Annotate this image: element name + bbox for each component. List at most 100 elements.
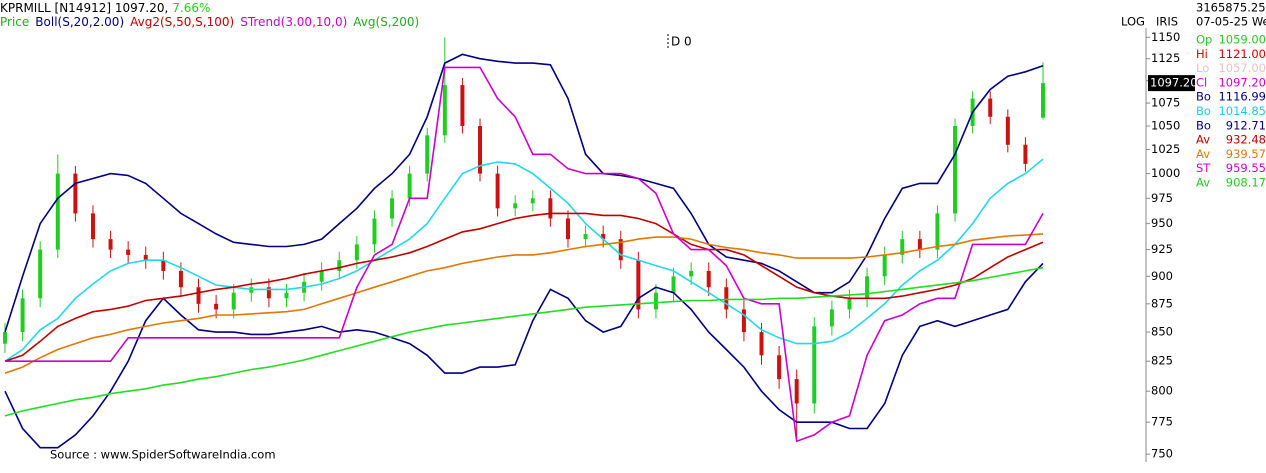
y-tick-label: 1150: [1151, 30, 1180, 44]
readout-value: 1097.20: [1218, 75, 1266, 89]
legend: Price Boll(S,20,2.00) Avg2(S,50,S,100) STre…: [0, 15, 419, 29]
legend-item: Avg(S,200): [353, 15, 419, 29]
readout-value: 932.48: [1226, 133, 1266, 147]
legend-item: STrend(3.00,10,0): [240, 15, 347, 29]
candle-body: [407, 173, 412, 199]
candle-body: [214, 303, 219, 310]
candle-body: [178, 270, 183, 288]
legend-item: Boll(S,20,2.00): [35, 15, 124, 29]
candle-body: [513, 203, 518, 209]
candle-body: [829, 309, 834, 327]
candle-body: [601, 233, 606, 240]
readout-label: Lo: [1196, 61, 1209, 75]
candle-body: [812, 326, 817, 404]
readout-value: 939.57: [1226, 147, 1266, 161]
candle-body: [231, 292, 236, 310]
candle-body: [653, 292, 658, 310]
indicator-line: [4, 233, 1044, 374]
readout-head: 07-05-25 We: [1196, 15, 1266, 29]
candle-body: [108, 239, 113, 250]
candle-body: [953, 126, 958, 214]
candle-body: [530, 198, 535, 204]
indicator-line: [4, 53, 1044, 333]
candle-body: [917, 239, 922, 250]
price-tag: [1148, 75, 1195, 92]
readout-value: 908.17: [1226, 176, 1266, 190]
change-text: 7.66%: [172, 1, 210, 15]
candle-body: [1041, 83, 1045, 118]
candle-body: [90, 213, 95, 240]
y-tick-label: 1000: [1151, 166, 1180, 180]
y-tick-label: 900: [1151, 269, 1173, 283]
indicator-line: [4, 212, 1044, 362]
y-tick-label: 925: [1151, 242, 1173, 256]
chart-title: KPRMILL [N14912] 1097.20, 7.66%: [0, 1, 210, 15]
candle-body: [882, 254, 887, 277]
candle-body: [319, 270, 324, 282]
readout-value: 1116.99: [1218, 90, 1266, 104]
candle-body: [548, 198, 553, 219]
readout-label: Av: [1196, 147, 1210, 161]
indicator-line: [4, 262, 1044, 449]
readout-label: Bo: [1196, 90, 1211, 104]
candle-body: [442, 85, 447, 136]
y-tick-label: 775: [1151, 415, 1173, 429]
legend-item: Price: [0, 15, 29, 29]
y-tick-label: 1050: [1151, 119, 1180, 133]
y-tick-label: 875: [1151, 296, 1173, 310]
candle-body: [20, 298, 25, 333]
candle-body: [73, 173, 78, 214]
candle-body: [266, 287, 271, 299]
candle-body: [3, 332, 7, 344]
indicator-line: [4, 158, 1044, 362]
candle-body: [724, 287, 729, 310]
candle-body: [988, 98, 993, 117]
indicator-line: [5, 66, 1044, 443]
readout-label: Bo: [1196, 104, 1211, 118]
candle-body: [847, 298, 852, 310]
readout-label: ST: [1196, 161, 1211, 175]
candle-body: [636, 260, 641, 310]
title-text: KPRMILL [N14912] 1097.20,: [0, 1, 168, 15]
candle-body: [372, 218, 377, 245]
candle-body: [706, 270, 711, 288]
readout-label: Op: [1196, 33, 1212, 47]
marker-text: D 0: [671, 35, 692, 49]
candle-body: [741, 309, 746, 333]
readout-value: 959.55: [1226, 161, 1266, 175]
candle-body: [425, 135, 430, 174]
candle-body: [935, 213, 940, 250]
readout-label: Av: [1196, 176, 1210, 190]
candle-body: [143, 254, 148, 261]
y-tick-label: 1025: [1151, 142, 1180, 156]
study-label: IRIS: [1156, 15, 1178, 29]
candle-body: [495, 173, 500, 209]
candle-body: [583, 233, 588, 240]
legend-item: Avg2(S,50,S,100): [130, 15, 234, 29]
candle-body: [478, 126, 483, 174]
candle-body: [38, 249, 43, 299]
readout-label: Bo: [1196, 118, 1211, 132]
scale-label: LOG: [1121, 15, 1145, 29]
candle-body: [794, 379, 799, 404]
y-tick-label: 1125: [1151, 51, 1180, 65]
candle-body: [759, 332, 764, 356]
candle-body: [126, 249, 131, 255]
candle-body: [865, 276, 870, 299]
y-tick-label: 825: [1151, 354, 1173, 368]
readout-head: 3165875.25: [1196, 1, 1266, 15]
candle-body: [284, 292, 289, 299]
candle-body: [689, 270, 694, 277]
readout-value: 1121.00: [1218, 47, 1266, 61]
price-tag-text: 1097.20: [1150, 76, 1198, 90]
candle-body: [565, 218, 570, 240]
candle-body: [618, 239, 623, 261]
readout-value: 1059.00: [1218, 33, 1266, 47]
candle-body: [900, 239, 905, 255]
candle-body: [196, 287, 201, 304]
candle-body: [1005, 116, 1010, 145]
candle-body: [390, 198, 395, 219]
candle-body: [55, 173, 60, 250]
source: Source : www.SpiderSoftwareIndia.com: [50, 448, 276, 462]
